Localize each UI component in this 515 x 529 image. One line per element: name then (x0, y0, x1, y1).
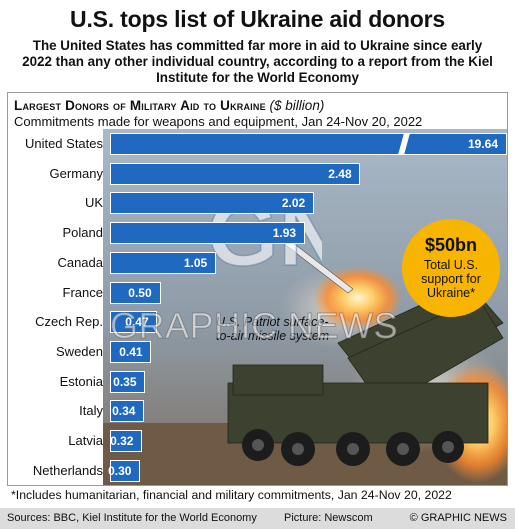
total-support-callout: $50bn Total U.S. support for Ukraine* (402, 219, 500, 317)
category-label: UK (84, 195, 103, 211)
bar (110, 133, 507, 155)
bar (110, 222, 305, 245)
chart-title: Largest Donors of Military Aid to Ukrain… (14, 98, 324, 113)
category-label: Italy (79, 403, 103, 419)
watermark: GRAPHIC NEWS (110, 305, 399, 347)
category-label: Canada (57, 254, 103, 270)
axis-break-mark (398, 133, 410, 155)
value-label: 19.64 (468, 137, 499, 151)
callout-text: Total U.S. support for Ukraine* (421, 258, 481, 300)
picture-credit: Picture: Newscom (284, 512, 373, 524)
bar (110, 311, 158, 334)
footer-bar: Sources: BBC, Kiel Institute for the Wor… (0, 508, 515, 529)
category-label: France (62, 284, 103, 300)
value-label: 0.47 (125, 315, 149, 330)
category-label: United States (24, 136, 103, 151)
value-label: 1.05 (183, 255, 208, 270)
category-label: Poland (62, 225, 103, 241)
bar (110, 430, 143, 452)
category-label: Netherlands (32, 462, 103, 478)
category-label: Latvia (68, 433, 103, 448)
sources-credit: Sources: BBC, Kiel Institute for the Wor… (7, 512, 257, 524)
bar (110, 251, 217, 274)
value-label: 0.30 (108, 463, 132, 478)
bar (110, 281, 161, 304)
page-title: U.S. tops list of Ukraine aid donors (70, 6, 445, 32)
bar (110, 459, 141, 482)
value-label: 0.41 (119, 344, 143, 359)
bar (110, 192, 315, 215)
category-label: Estonia (59, 373, 103, 389)
footnote: *Includes humanitarian, financial and mi… (11, 488, 452, 502)
category-label: Germany (49, 165, 103, 181)
bar (110, 162, 361, 185)
value-label: 0.50 (128, 285, 152, 300)
value-label: 0.32 (110, 434, 134, 448)
value-label: 0.35 (113, 374, 137, 389)
category-label: Czech Rep. (35, 314, 103, 330)
category-label: Sweden (56, 343, 103, 359)
bar (110, 400, 145, 423)
value-label: 2.02 (281, 196, 306, 211)
value-label: 2.48 (328, 166, 352, 181)
bar (110, 340, 152, 363)
page-subtitle: The United States has committed far more… (22, 38, 493, 85)
chart-unit: ($ billion) (269, 98, 325, 113)
photo-caption: U.S. Patriot surface-to-air missile syst… (216, 315, 330, 343)
callout-amount: $50bn (424, 235, 478, 255)
brand-credit: © GRAPHIC NEWS (409, 512, 507, 524)
value-label: 0.34 (112, 404, 136, 419)
chart-panel: GN Largest Donors of Military Aid to Ukr… (7, 92, 508, 486)
chart-subtitle: Commitments made for weapons and equipme… (14, 114, 423, 129)
bar (110, 370, 146, 393)
value-label: 1.93 (272, 226, 297, 241)
chart-title-text: Largest Donors of Military Aid to Ukrain… (14, 98, 266, 113)
bar-chart: United States 19.64 Germany 2.48 UK 2.02 Polan… (8, 93, 507, 485)
